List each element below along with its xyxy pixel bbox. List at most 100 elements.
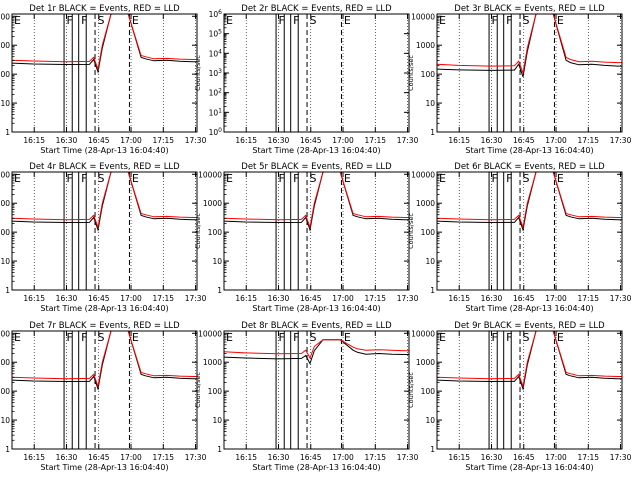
y-tick-label: 100 xyxy=(421,70,436,79)
panel-title: Det 6r BLACK = Events, RED = LLD xyxy=(454,162,605,172)
marker-s: S xyxy=(522,331,529,344)
y-tick-label: 100 xyxy=(208,228,223,237)
x-tick-label: 17:15 xyxy=(152,294,174,303)
y-tick-label: 10000 xyxy=(0,170,10,179)
panel-title: Det 7r BLACK = Events, RED = LLD xyxy=(29,321,180,331)
marker-f: F xyxy=(293,331,299,344)
y-tick-label: 10000 xyxy=(411,12,435,21)
panel-title: Det 2r BLACK = Events, RED = LLD xyxy=(241,4,392,14)
x-axis-label: Start Time (28-Apr-13 16:04:40) xyxy=(40,304,168,313)
plot-frame xyxy=(436,13,623,133)
y-tick-label: 100 xyxy=(421,387,436,396)
x-tick-label: 16:15 xyxy=(235,294,257,303)
marker-f: F xyxy=(66,172,72,185)
x-tick-label: 17:00 xyxy=(332,294,354,303)
x-tick-label: 16:30 xyxy=(56,136,78,145)
flag-label: E xyxy=(226,331,233,344)
marker-f: F xyxy=(293,172,299,185)
y-tick-label: 10000 xyxy=(411,329,435,338)
series-events xyxy=(223,171,409,232)
x-tick-label: 16:15 xyxy=(23,294,45,303)
plot-frame xyxy=(11,13,198,133)
x-tick-label: 17:30 xyxy=(397,453,419,462)
x-axis-label: Start Time (28-Apr-13 16:04:40) xyxy=(252,304,380,313)
x-tick-label: 16:45 xyxy=(513,453,535,462)
x-axis-label: Start Time (28-Apr-13 16:04:40) xyxy=(465,146,593,155)
y-tick-label: 10 xyxy=(212,257,222,266)
y-tick-label: 1000 xyxy=(203,358,222,367)
y-tick-label: 1 xyxy=(217,445,222,454)
marker-e: E xyxy=(132,172,139,185)
y-tick-label: 101 xyxy=(209,107,223,117)
x-tick-label: 17:15 xyxy=(152,453,174,462)
x-tick-label: 17:30 xyxy=(185,294,207,303)
x-tick-label: 16:15 xyxy=(448,136,470,145)
y-tick-label: 1000 xyxy=(416,199,435,208)
x-tick-label: 17:30 xyxy=(397,136,419,145)
marker-e: E xyxy=(344,331,351,344)
y-tick-label: 1 xyxy=(5,445,10,454)
marker-f: F xyxy=(81,14,87,27)
series-events xyxy=(223,339,409,365)
y-tick-label: 104 xyxy=(209,48,223,58)
y-tick-label: 102 xyxy=(209,88,223,98)
flag-label: E xyxy=(226,172,233,185)
y-tick-label: 106 xyxy=(209,9,223,19)
x-tick-label: 16:45 xyxy=(300,453,322,462)
marker-e: E xyxy=(132,331,139,344)
marker-e: E xyxy=(344,172,351,185)
x-axis-label: Start Time (28-Apr-13 16:04:40) xyxy=(465,463,593,472)
x-tick-label: 17:30 xyxy=(610,453,632,462)
flag-label: E xyxy=(439,172,446,185)
x-tick-label: 17:15 xyxy=(152,136,174,145)
x-tick-label: 17:30 xyxy=(610,294,632,303)
y-tick-label: 100 xyxy=(0,228,10,237)
x-tick-label: 16:30 xyxy=(56,294,78,303)
x-tick-label: 17:00 xyxy=(545,136,567,145)
x-tick-label: 17:00 xyxy=(120,453,142,462)
y-tick-label: 10 xyxy=(0,99,10,108)
plot-frame xyxy=(223,330,410,450)
y-tick-label: 100 xyxy=(208,387,223,396)
x-tick-label: 16:15 xyxy=(448,294,470,303)
panel-title: Det 9r BLACK = Events, RED = LLD xyxy=(454,321,605,331)
marker-f: F xyxy=(491,172,497,185)
flag-label: E xyxy=(439,14,446,27)
marker-f: F xyxy=(81,172,87,185)
x-axis-label: Start Time (28-Apr-13 16:04:40) xyxy=(40,146,168,155)
marker-f: F xyxy=(66,331,72,344)
plot-frame xyxy=(436,171,623,291)
x-tick-label: 16:30 xyxy=(481,453,503,462)
plot-frame xyxy=(223,171,410,291)
x-tick-label: 16:45 xyxy=(88,136,110,145)
x-axis-label: Start Time (28-Apr-13 16:04:40) xyxy=(252,463,380,472)
x-tick-label: 17:00 xyxy=(545,294,567,303)
y-tick-label: 1 xyxy=(430,286,435,295)
marker-s: S xyxy=(97,172,104,185)
marker-f: F xyxy=(506,14,512,27)
y-tick-label: 1 xyxy=(5,286,10,295)
marker-f: F xyxy=(506,172,512,185)
marker-f: F xyxy=(66,14,72,27)
y-tick-label: 10000 xyxy=(0,329,10,338)
x-tick-label: 17:15 xyxy=(364,136,386,145)
marker-e: E xyxy=(557,331,564,344)
y-axis-label: Counts/sec xyxy=(194,55,202,91)
marker-s: S xyxy=(97,14,104,27)
marker-f: F xyxy=(293,14,299,27)
marker-f: F xyxy=(81,331,87,344)
x-tick-label: 16:30 xyxy=(268,294,290,303)
y-axis-label: Counts/sec xyxy=(194,372,202,408)
marker-s: S xyxy=(522,14,529,27)
x-tick-label: 16:15 xyxy=(235,453,257,462)
y-tick-label: 10 xyxy=(212,416,222,425)
marker-f: F xyxy=(278,172,284,185)
y-tick-label: 100 xyxy=(0,387,10,396)
y-tick-label: 1000 xyxy=(416,41,435,50)
